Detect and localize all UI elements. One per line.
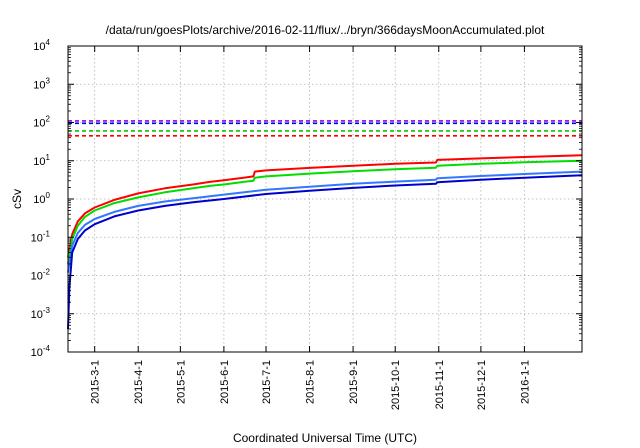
- y-tick-label: 103: [33, 76, 50, 91]
- x-tick-label: 2015-7-1: [261, 360, 273, 404]
- y-tick-label: 104: [33, 38, 50, 53]
- x-tick-label: 2015-3-1: [90, 360, 102, 404]
- y-axis-title: cSv: [10, 189, 24, 209]
- y-tick-exponent: 4: [46, 38, 51, 47]
- y-tick-exponent: -3: [43, 306, 51, 315]
- y-tick-label: 101: [33, 153, 50, 168]
- series-line: [67, 170, 583, 273]
- series-line: [67, 174, 583, 330]
- series-line: [67, 159, 583, 265]
- y-tick-exponent: -4: [43, 344, 51, 353]
- y-tick-exponent: -1: [43, 229, 51, 238]
- y-tick-label: 10-2: [31, 268, 51, 283]
- y-tick-label: 102: [33, 115, 50, 130]
- x-tick-label: 2015-12-1: [476, 360, 488, 410]
- y-tick-exponent: 1: [46, 153, 51, 162]
- x-axis: 2015-3-1 2015-4-1 2015-5-1 2015-6-1 2015-7-1…: [90, 46, 531, 410]
- y-tick-label: 10-1: [31, 229, 51, 244]
- grid: [68, 46, 582, 352]
- x-axis-title: Coordinated Universal Time (UTC): [233, 431, 417, 445]
- y-tick-exponent: 3: [46, 76, 51, 85]
- x-tick-label: 2015-10-1: [390, 360, 402, 410]
- x-tick-label: 2015-5-1: [175, 360, 187, 404]
- y-tick-label: 10-4: [31, 344, 51, 359]
- x-tick-label: 2016-1-1: [519, 360, 531, 404]
- x-tick-label: 2015-6-1: [219, 360, 231, 404]
- y-tick-label: 100: [33, 191, 50, 206]
- x-tick-label: 2015-8-1: [305, 360, 317, 404]
- chart-title: /data/run/goesPlots/archive/2016-02-11/f…: [106, 23, 545, 37]
- y-tick-label: 10-3: [31, 306, 51, 321]
- y-tick-exponent: -2: [43, 268, 51, 277]
- y-tick-exponent: 0: [46, 191, 51, 200]
- series-lines: [67, 154, 583, 330]
- x-tick-label: 2015-11-1: [434, 360, 446, 409]
- y-tick-exponent: 2: [46, 115, 51, 124]
- threshold-lines: [68, 120, 582, 137]
- series-line: [67, 154, 583, 258]
- x-tick-label: 2015-9-1: [348, 360, 360, 404]
- x-tick-label: 2015-4-1: [133, 360, 145, 404]
